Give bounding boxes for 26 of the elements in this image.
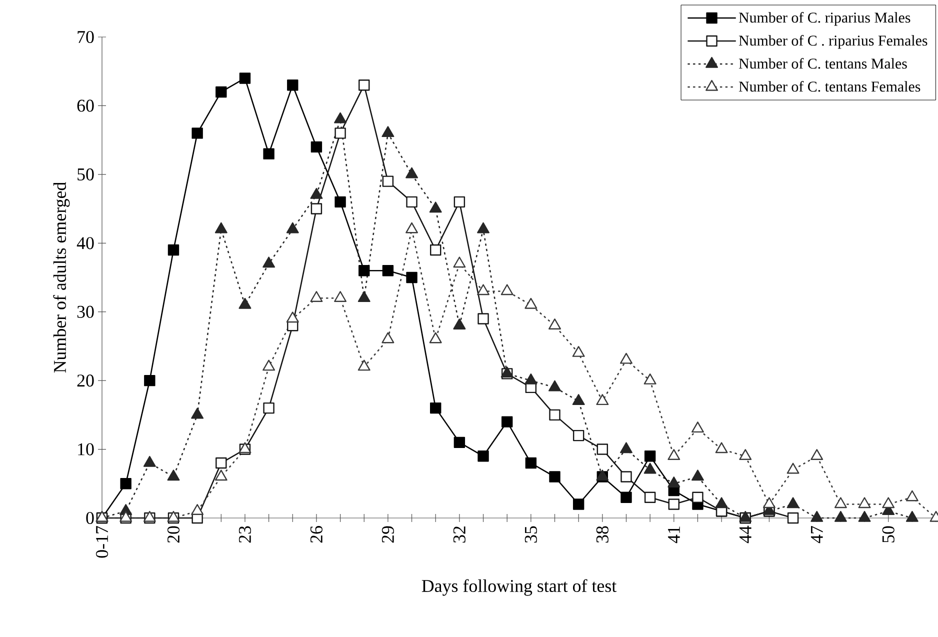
x-tick-label: 35 bbox=[524, 526, 537, 543]
x-tick-label: 32 bbox=[453, 526, 466, 543]
legend-label: Number of C. tentans Males bbox=[738, 58, 907, 69]
legend-label: Number of C . riparius Females bbox=[738, 35, 928, 49]
y-tick-label: 70 bbox=[78, 30, 94, 44]
y-axis-title: Number of adults emerged bbox=[53, 182, 70, 373]
x-tick-label: 20 bbox=[167, 526, 180, 543]
x-tick-label: 26 bbox=[310, 526, 322, 543]
y-tick-label: 20 bbox=[77, 374, 94, 387]
x-tick-label: 0-17 bbox=[96, 526, 108, 558]
x-tick-label: 41 bbox=[668, 526, 680, 544]
y-tick-label: 30 bbox=[77, 306, 94, 318]
y-tick-label: 10 bbox=[78, 443, 94, 456]
y-tick-label: 0 bbox=[86, 512, 94, 524]
x-tick-label: 29 bbox=[382, 526, 394, 543]
x-tick-label: 47 bbox=[810, 526, 823, 544]
legend-label: Number of C. tentans Females bbox=[738, 81, 920, 92]
x-tick-label: 44 bbox=[739, 526, 752, 544]
y-tick-label: 40 bbox=[76, 237, 94, 250]
y-tick-label: 60 bbox=[77, 100, 94, 112]
legend-label: Number of C. riparius Males bbox=[738, 12, 910, 26]
y-tick-label: 50 bbox=[78, 168, 94, 180]
x-tick-label: 50 bbox=[882, 526, 894, 542]
x-tick-label: 23 bbox=[238, 526, 251, 543]
x-axis-title: Days following start of test bbox=[422, 579, 617, 596]
x-tick-label: 38 bbox=[596, 526, 608, 543]
